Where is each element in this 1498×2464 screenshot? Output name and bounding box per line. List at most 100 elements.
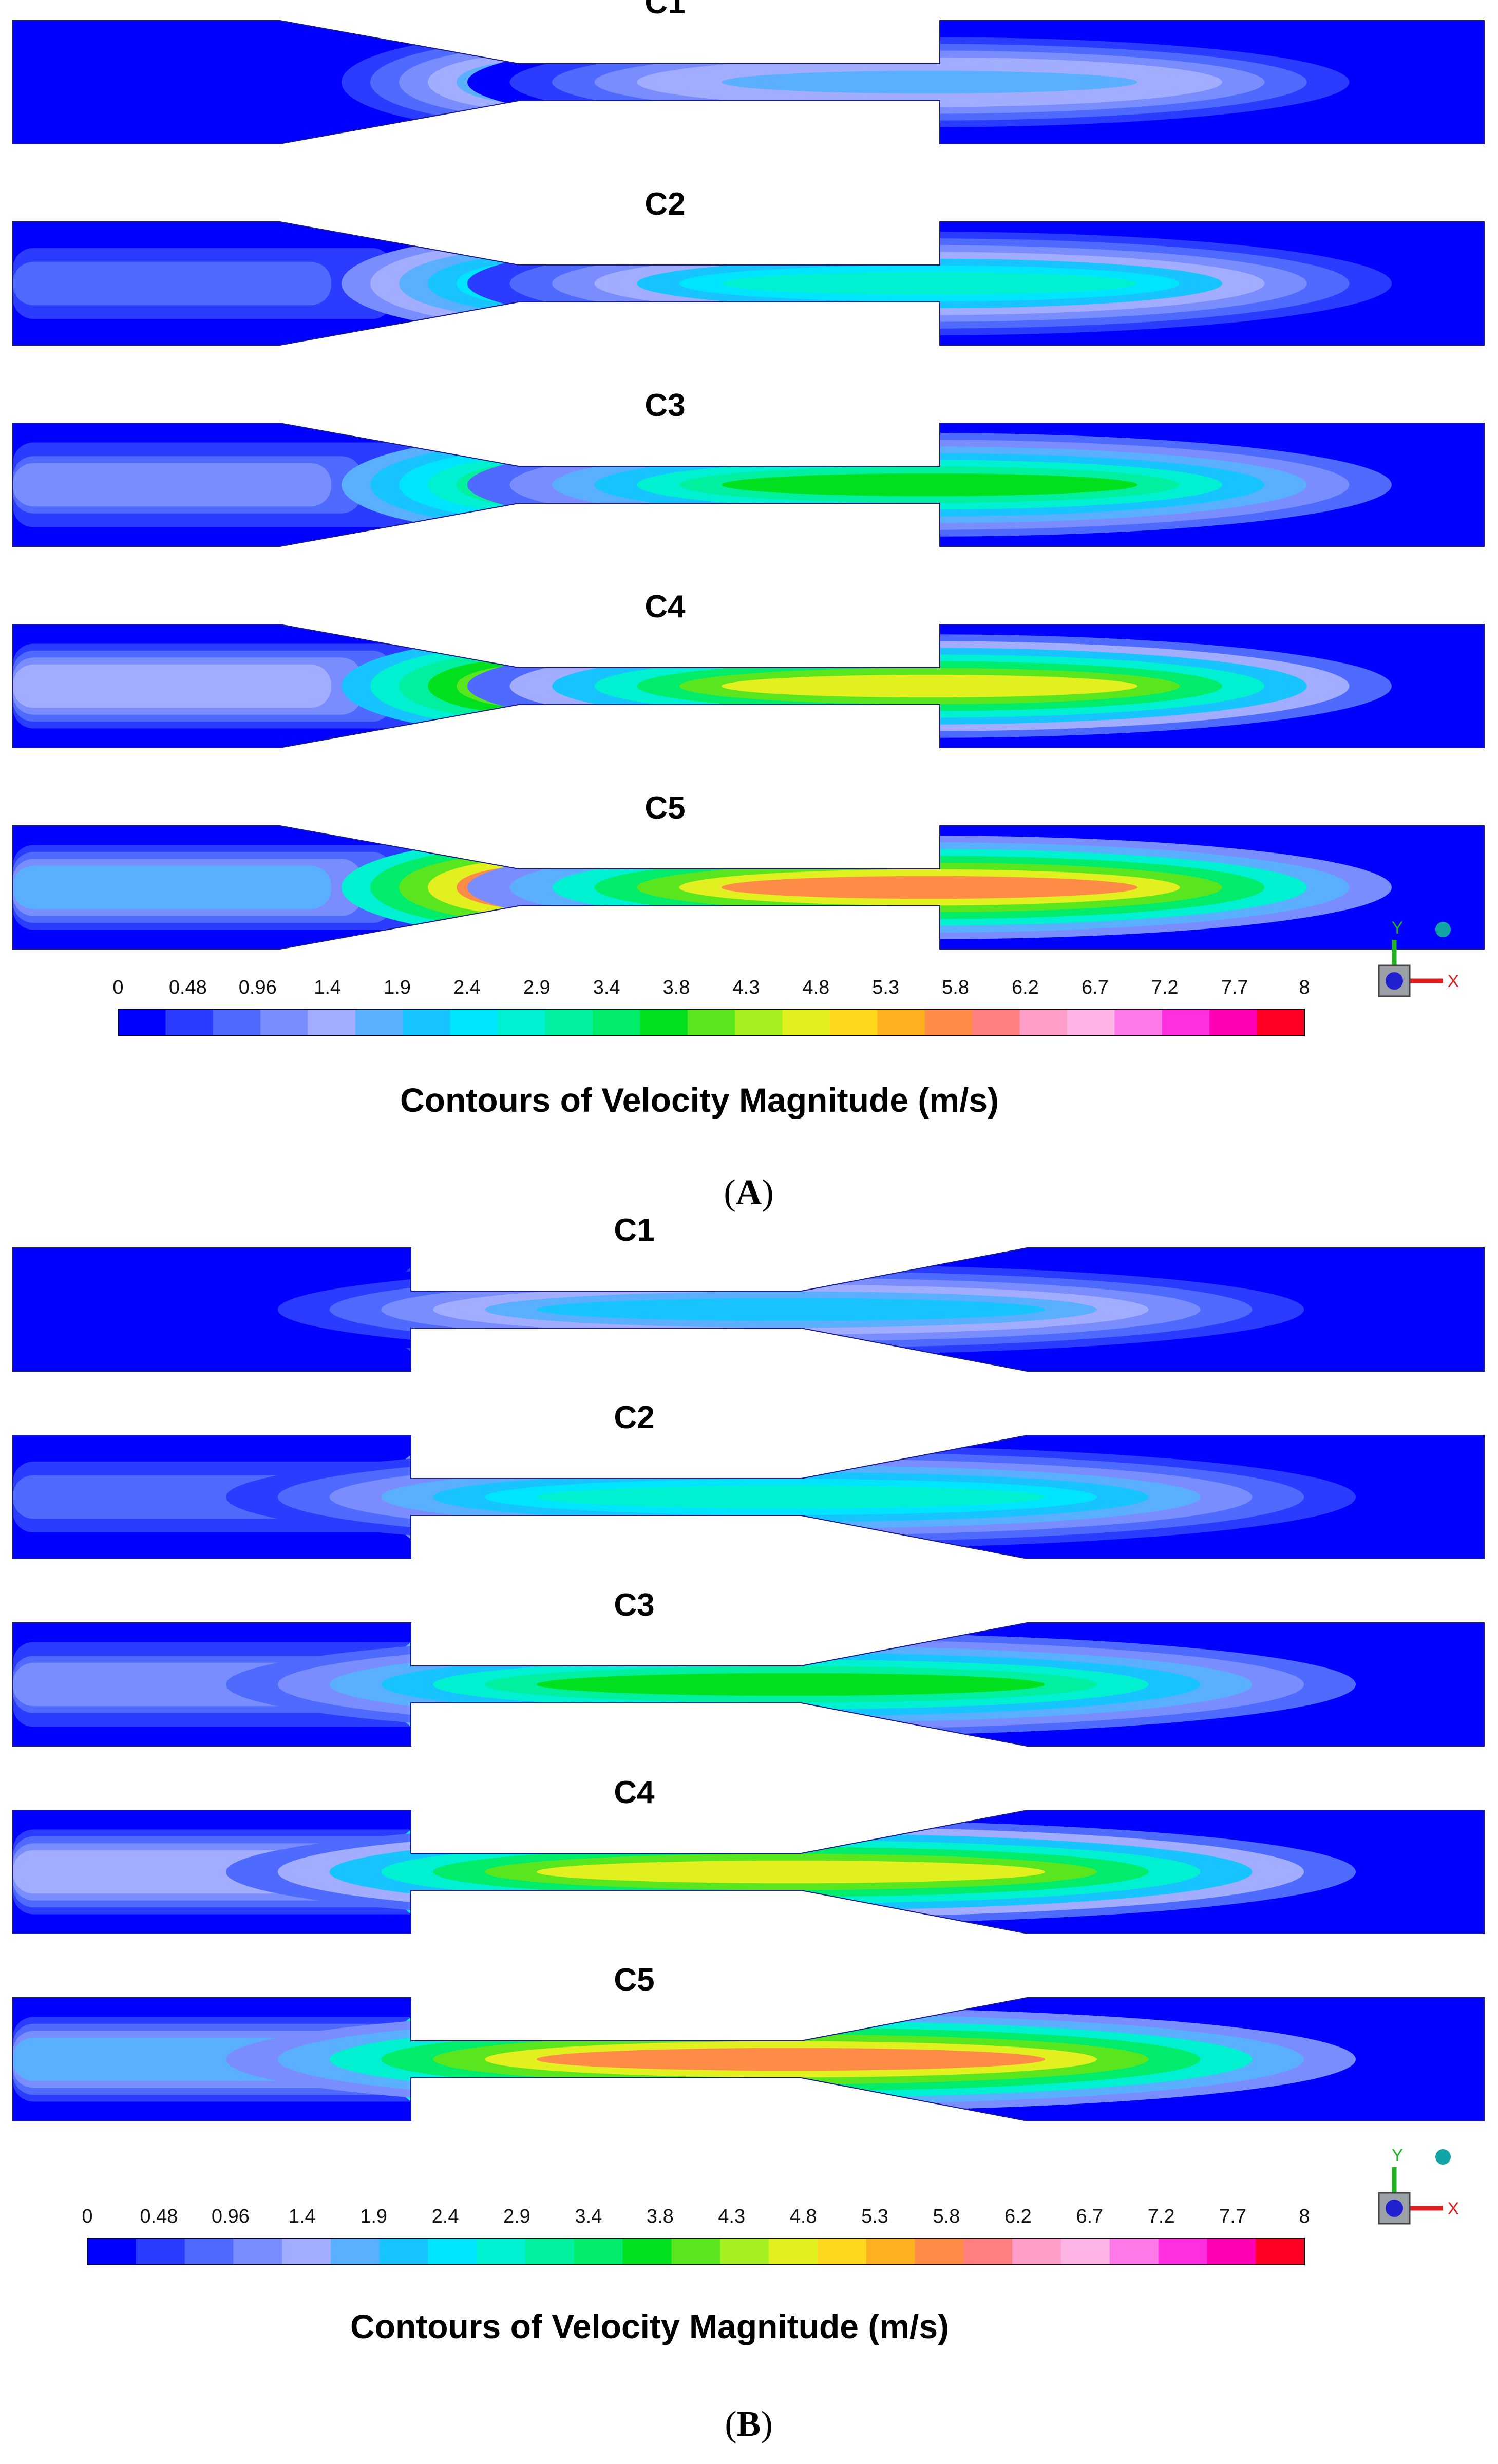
colorbar-tick-label: 7.7 — [1219, 2206, 1246, 2227]
colorbar-tick-label: 2.9 — [523, 977, 551, 998]
case-label: C4 — [644, 589, 686, 624]
colorbar-swatch — [687, 1009, 735, 1036]
colorbar-swatch — [260, 1009, 309, 1036]
colorbar-swatch — [574, 2238, 623, 2265]
case-c1: C1 — [12, 0, 1485, 144]
colorbar-swatch — [782, 1009, 830, 1036]
colorbar-tick-label: 4.8 — [802, 977, 829, 998]
colorbar-title: Contours of Velocity Magnitude (m/s) — [350, 2307, 949, 2345]
case-c5: C5 — [12, 1962, 1485, 2121]
case-label: C3 — [644, 388, 685, 423]
case-c4: C4 — [12, 1775, 1485, 1934]
case-c4: C4 — [12, 589, 1485, 748]
colorbar-swatch — [379, 2238, 429, 2265]
y-axis-label: Y — [1392, 2146, 1404, 2165]
case-label: C1 — [614, 1212, 654, 1248]
colorbar-tick-label: 5.3 — [872, 977, 899, 998]
panel-caption-letter: B — [737, 2404, 761, 2444]
x-axis-label: X — [1448, 972, 1459, 991]
colorbar-tick-label: 0.48 — [169, 977, 207, 998]
colorbar: 0 0.48 0.96 1.4 1.9 2.4 2.9 3.4 3.8 4.3 4.8 5.3 5.8 6… — [112, 977, 1310, 1036]
colorbar-swatch — [1012, 2238, 1061, 2265]
case-label: C5 — [614, 1962, 654, 1998]
colorbar-swatch — [184, 2238, 234, 2265]
colorbar-swatch — [477, 2238, 526, 2265]
colorbar-tick-label: 5.3 — [861, 2206, 888, 2227]
colorbar-swatch — [525, 2238, 575, 2265]
colorbar-swatch — [671, 2238, 720, 2265]
colorbar-tick-label: 0 — [112, 977, 123, 998]
colorbar-tick-label: 8 — [1299, 977, 1310, 998]
panel-caption: (B) — [725, 2404, 772, 2444]
y-axis-label: Y — [1392, 918, 1404, 938]
case-label: C5 — [644, 790, 685, 826]
case-label: C4 — [614, 1775, 655, 1810]
colorbar-swatch — [877, 1009, 925, 1036]
colorbar-tick-label: 3.4 — [575, 2206, 602, 2227]
colorbar-swatch — [136, 2238, 185, 2265]
colorbar-tick-label: 1.9 — [360, 2206, 387, 2227]
colorbar-tick-label: 1.4 — [289, 2206, 316, 2227]
colorbar-tick-label: 2.9 — [503, 2206, 530, 2227]
velocity-contour — [13, 423, 1484, 546]
colorbar-tick-label: 2.4 — [432, 2206, 459, 2227]
colorbar: 0 0.48 0.96 1.4 1.9 2.4 2.9 3.4 3.8 4.3 4.8 5.3 5.8 6… — [82, 2206, 1310, 2265]
colorbar-swatch — [1162, 1009, 1210, 1036]
x-axis-label: X — [1448, 2199, 1459, 2219]
colorbar-swatch — [428, 2238, 477, 2265]
panel-a: C1 C2 C3 C4 C5 0 0.48 0.96 1.4 1.9 2.4 2.9 3.4 3.8 4.3… — [12, 0, 1485, 1212]
colorbar-swatch — [915, 2238, 964, 2265]
colorbar-swatch — [963, 2238, 1013, 2265]
case-c2: C2 — [12, 186, 1485, 346]
colorbar-swatch — [720, 2238, 769, 2265]
colorbar-tick-label: 0.96 — [239, 977, 277, 998]
colorbar-swatch — [118, 1009, 166, 1036]
colorbar-swatch — [972, 1009, 1020, 1036]
case-c1: C1 — [12, 1212, 1485, 1372]
colorbar-tick-label: 5.8 — [933, 2206, 960, 2227]
case-label: C3 — [614, 1587, 654, 1623]
colorbar-swatch — [640, 1009, 688, 1036]
velocity-contour — [13, 222, 1484, 345]
colorbar-swatch — [233, 2238, 282, 2265]
colorbar-swatch — [830, 1009, 878, 1036]
case-label: C2 — [614, 1400, 654, 1435]
colorbar-swatch — [403, 1009, 451, 1036]
case-c3: C3 — [12, 1587, 1485, 1747]
colorbar-swatch — [1114, 1009, 1163, 1036]
colorbar-swatch — [1209, 1009, 1258, 1036]
colorbar-swatch — [622, 2238, 672, 2265]
axis-triad: YX — [1378, 2146, 1459, 2225]
colorbar-swatch — [450, 1009, 498, 1036]
velocity-contour — [13, 1435, 1484, 1559]
colorbar-tick-label: 3.4 — [593, 977, 620, 998]
view-sphere-icon — [1435, 2149, 1451, 2165]
colorbar-swatch — [355, 1009, 403, 1036]
velocity-contour — [13, 826, 1484, 949]
colorbar-tick-label: 7.7 — [1221, 977, 1248, 998]
colorbar-swatch — [1109, 2238, 1159, 2265]
case-c2: C2 — [12, 1400, 1485, 1559]
colorbar-tick-label: 0.48 — [140, 2206, 178, 2227]
colorbar-tick-label: 1.4 — [314, 977, 341, 998]
colorbar-swatch — [593, 1009, 640, 1036]
velocity-contour — [13, 1810, 1484, 1934]
colorbar-swatch — [308, 1009, 356, 1036]
colorbar-swatch — [1067, 1009, 1115, 1036]
case-c5: C5 — [12, 790, 1485, 950]
colorbar-swatch — [866, 2238, 916, 2265]
colorbar-tick-label: 6.7 — [1076, 2206, 1103, 2227]
colorbar-tick-label: 0.96 — [212, 2206, 250, 2227]
colorbar-swatch — [924, 1009, 973, 1036]
velocity-contour — [13, 624, 1484, 748]
colorbar-tick-label: 4.8 — [790, 2206, 817, 2227]
panel-caption-letter: A — [736, 1173, 762, 1212]
velocity-contour — [13, 1248, 1484, 1371]
colorbar-title: Contours of Velocity Magnitude (m/s) — [400, 1081, 999, 1119]
panel-b: C1 C2 C3 C4 C5 0 0.48 0.96 1.4 1.9 2.4 2.9 3.4 3.8 4.3… — [12, 1212, 1485, 2444]
colorbar-swatch — [818, 2238, 867, 2265]
colorbar-tick-label: 4.3 — [733, 977, 760, 998]
colorbar-tick-label: 7.2 — [1148, 2206, 1175, 2227]
